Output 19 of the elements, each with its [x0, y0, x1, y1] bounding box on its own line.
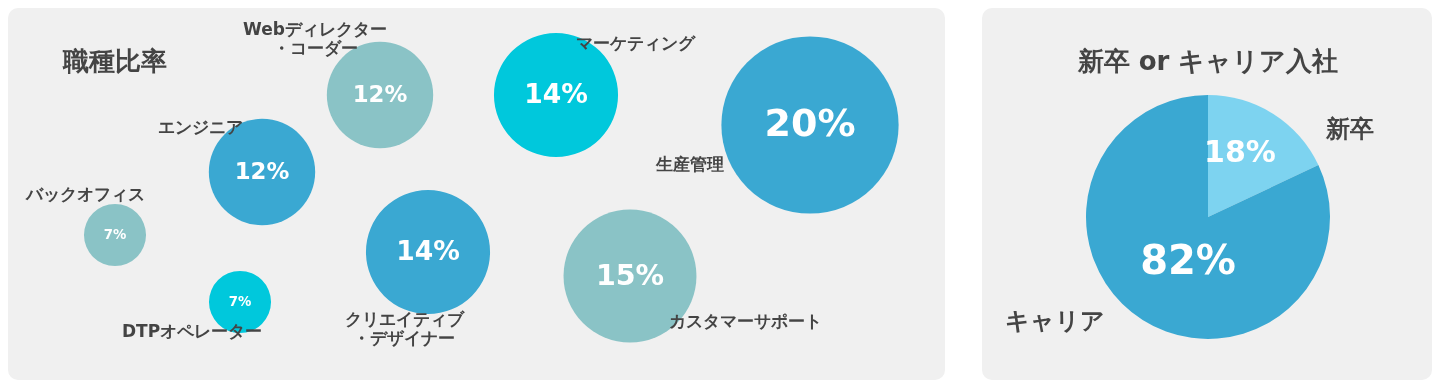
data-label: 7%: [228, 294, 252, 309]
data-label: 20%: [764, 101, 856, 145]
data-label: 7%: [103, 227, 127, 242]
data-label: 14%: [396, 235, 460, 266]
text: 職種比率: [62, 46, 167, 76]
data-label: 82%: [1140, 237, 1236, 283]
data-label: 18%: [1204, 134, 1276, 169]
data-label: 12%: [352, 81, 408, 107]
data-label: 15%: [595, 259, 665, 292]
slice-label: 新卒: [1325, 115, 1374, 143]
category-label: 生産管理: [655, 154, 724, 174]
category-label: Webディレクター・コーダー: [243, 19, 387, 58]
category-label: クリエイティブ・デザイナー: [344, 309, 465, 348]
category-label: バックオフィス: [24, 184, 145, 204]
slice-label: キャリア: [1005, 307, 1105, 335]
pie-slice: [1208, 95, 1319, 217]
chart-title: 新卒 or キャリア入社: [1076, 46, 1339, 76]
data-label: 12%: [234, 158, 290, 184]
data-label: 14%: [524, 78, 588, 109]
